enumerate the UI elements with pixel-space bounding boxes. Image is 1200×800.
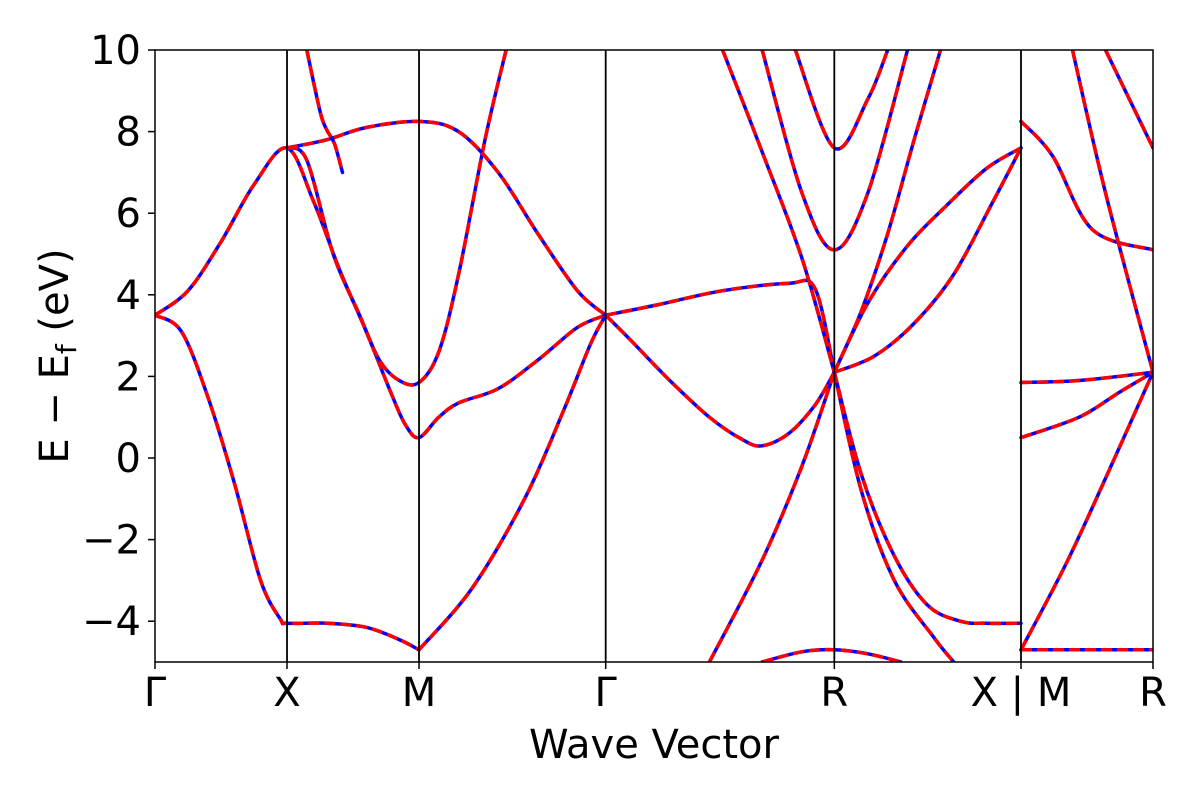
y-axis-label-main: E − E — [32, 354, 78, 464]
band-line-blue-5 — [417, 313, 608, 652]
x-tick-label-4: R — [820, 670, 848, 716]
band-line-blue-8 — [720, 50, 837, 375]
x-tick-label-2: M — [402, 670, 437, 716]
band-line-red-17 — [1019, 120, 1153, 252]
band-line-blue-9 — [707, 370, 837, 662]
band-line-red-8 — [720, 50, 836, 373]
x-tick-label-5: X | M — [971, 670, 1072, 716]
band-line-blue-11 — [832, 370, 956, 662]
band-line-red-2 — [286, 50, 508, 387]
y-tick-label-2: 0 — [116, 436, 141, 482]
band-line-red-20 — [1019, 371, 1153, 651]
x-axis-ticks: Γ X M Γ R X | M R — [144, 662, 1167, 716]
band-line-red-4 — [305, 50, 345, 173]
band-line-red-18 — [1020, 370, 1153, 385]
band-line-red-11 — [832, 371, 956, 662]
band-line-red-22 — [1070, 50, 1153, 373]
band-line-blue-17 — [1019, 119, 1153, 252]
high-symmetry-lines — [286, 50, 1022, 662]
band-line-red-6 — [604, 313, 836, 448]
band-line-red-14 — [832, 50, 943, 374]
band-line-blue-12 — [832, 146, 1023, 375]
y-tick-label-4: 4 — [116, 273, 141, 319]
band-line-red-19 — [1020, 370, 1153, 440]
x-tick-label-3: Γ — [595, 670, 618, 716]
y-tick-label-1: −2 — [82, 518, 141, 564]
plot-frame — [154, 49, 1154, 663]
band-line-red-23 — [1103, 50, 1153, 149]
band-line-blue-6 — [603, 313, 837, 448]
band-line-red-9 — [707, 371, 836, 662]
band-line-red-3 — [286, 119, 607, 317]
x-axis-label: Wave Vector — [529, 722, 780, 768]
y-axis-label: E − Ef (eV) — [32, 248, 83, 463]
x-tick-label-0: Γ — [144, 670, 167, 716]
band-line-red-12 — [833, 147, 1023, 374]
band-line-red-24 — [761, 647, 902, 662]
bands-layer — [155, 50, 1153, 662]
x-tick-label-1: X — [273, 670, 300, 716]
y-axis-ticks: −4 −2 0 2 4 6 8 10 — [82, 28, 155, 645]
y-tick-label-6: 8 — [116, 110, 141, 156]
band-line-red-10 — [832, 371, 1022, 626]
y-tick-label-3: 2 — [116, 354, 141, 400]
band-line-red-1 — [155, 146, 607, 440]
y-axis-label-subscript: f — [50, 343, 83, 354]
band-line-blue-16 — [793, 50, 890, 151]
y-tick-label-5: 6 — [116, 191, 141, 237]
band-line-blue-7 — [603, 278, 837, 375]
band-line-red-7 — [605, 278, 837, 373]
y-tick-label-0: −4 — [82, 599, 141, 645]
y-tick-label-7: 10 — [90, 28, 141, 74]
band-line-blue-1 — [155, 146, 608, 440]
band-line-red-16 — [793, 50, 890, 151]
y-axis-label-unit: (eV) — [32, 248, 78, 344]
band-line-red-0 — [155, 313, 420, 652]
band-line-blue-13 — [832, 146, 1023, 375]
x-tick-label-6: R — [1139, 670, 1167, 716]
band-line-red-5 — [417, 314, 608, 651]
band-line-red-13 — [832, 146, 1022, 374]
